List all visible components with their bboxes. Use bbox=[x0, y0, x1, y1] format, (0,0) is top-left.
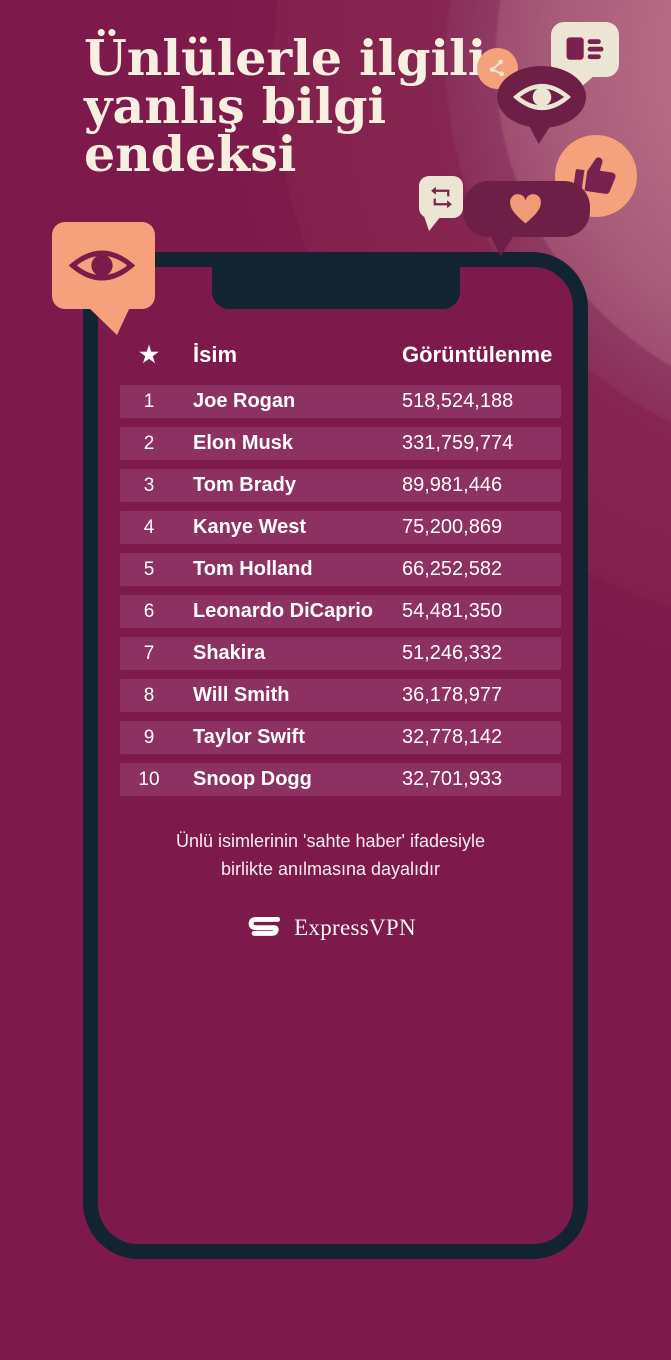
row-name: Elon Musk bbox=[193, 432, 294, 454]
row-views: 66,252,582 bbox=[402, 558, 503, 580]
title-line-1: Ünlülerle ilgili bbox=[84, 29, 487, 87]
table-row: 6 Leonardo DiCaprio 54,481,350 bbox=[120, 595, 561, 628]
eye-bubble-tail bbox=[527, 122, 553, 144]
table-row: 1 Joe Rogan 518,524,188 bbox=[120, 385, 561, 418]
star-icon: ★ bbox=[139, 342, 159, 367]
row-name: Tom Holland bbox=[193, 558, 313, 580]
row-name: Will Smith bbox=[193, 684, 290, 706]
row-views: 518,524,188 bbox=[402, 390, 514, 412]
row-name: Joe Rogan bbox=[193, 390, 296, 412]
row-rank: 2 bbox=[143, 432, 155, 454]
title-line-3: endeksi bbox=[84, 125, 297, 183]
eye-icon bbox=[512, 81, 571, 113]
ranking-table: ★ İsim Görüntülenme 1 Joe Rogan 518,524,18… bbox=[120, 341, 561, 805]
table-row: 4 Kanye West 75,200,869 bbox=[120, 511, 561, 544]
row-views: 54,481,350 bbox=[402, 600, 503, 622]
table-row: 5 Tom Holland 66,252,582 bbox=[120, 553, 561, 586]
footnote: Ünlü isimlerinin 'sahte haber' ifadesiyl… bbox=[98, 827, 563, 883]
row-rank: 5 bbox=[143, 558, 155, 580]
expressvpn-logo-icon bbox=[245, 916, 283, 941]
row-name: Kanye West bbox=[193, 516, 307, 538]
row-views: 36,178,977 bbox=[402, 684, 503, 706]
table-row: 8 Will Smith 36,178,977 bbox=[120, 679, 561, 712]
row-name: Leonardo DiCaprio bbox=[193, 600, 374, 622]
brand-name: ExpressVPN bbox=[294, 915, 416, 940]
phone-screen: ★ İsim Görüntülenme 1 Joe Rogan 518,524,18… bbox=[98, 267, 573, 1244]
table-row: 10 Snoop Dogg 32,701,933 bbox=[120, 763, 561, 796]
table-row: 9 Taylor Swift 32,778,142 bbox=[120, 721, 561, 754]
row-views: 89,981,446 bbox=[402, 474, 503, 496]
footnote-line-1: Ünlü isimlerinin 'sahte haber' ifadesiyl… bbox=[175, 831, 486, 851]
share-icon bbox=[485, 56, 510, 81]
phone-mockup: ★ İsim Görüntülenme 1 Joe Rogan 518,524,18… bbox=[83, 252, 588, 1259]
row-rank: 4 bbox=[143, 516, 155, 538]
brand-logo: ExpressVPN bbox=[98, 915, 563, 941]
repeat-bubble bbox=[419, 176, 463, 231]
row-views: 32,778,142 bbox=[402, 726, 503, 748]
footnote-line-2: birlikte anılmasına dayalıdır bbox=[220, 859, 441, 879]
table-body: 1 Joe Rogan 518,524,188 2 Elon Musk 331,759,7… bbox=[120, 385, 561, 796]
eye-icon bbox=[69, 247, 135, 284]
heart-bubble bbox=[463, 181, 590, 256]
repeat-icon bbox=[428, 184, 455, 211]
row-views: 331,759,774 bbox=[402, 432, 514, 454]
row-rank: 9 bbox=[143, 726, 155, 748]
row-views: 32,701,933 bbox=[402, 768, 503, 790]
row-rank: 6 bbox=[143, 600, 155, 622]
row-name: Snoop Dogg bbox=[193, 768, 312, 790]
row-rank: 10 bbox=[138, 768, 160, 790]
left-eye-bubble bbox=[52, 222, 155, 335]
phone-notch bbox=[211, 267, 460, 309]
row-views: 51,246,332 bbox=[402, 642, 503, 664]
table-row: 7 Shakira 51,246,332 bbox=[120, 637, 561, 670]
table-header-row: ★ İsim Görüntülenme bbox=[120, 341, 561, 369]
column-header-views: Görüntülenme bbox=[402, 342, 553, 367]
page-title: Ünlülerle ilgili yanlış bilgi endeksi bbox=[84, 29, 487, 183]
row-name: Taylor Swift bbox=[193, 726, 305, 748]
thumbs-up-bubble bbox=[555, 135, 637, 217]
row-views: 75,200,869 bbox=[402, 516, 503, 538]
row-rank: 8 bbox=[143, 684, 155, 706]
row-rank: 3 bbox=[143, 474, 155, 496]
heart-icon bbox=[508, 193, 543, 225]
column-header-name: İsim bbox=[193, 342, 238, 367]
eye-bubble bbox=[497, 66, 586, 144]
news-icon bbox=[559, 36, 611, 65]
thumbs-up-icon bbox=[570, 150, 622, 202]
table-row: 2 Elon Musk 331,759,774 bbox=[120, 427, 561, 460]
row-rank: 7 bbox=[143, 642, 155, 664]
row-name: Tom Brady bbox=[193, 474, 296, 496]
row-rank: 1 bbox=[143, 390, 155, 412]
repeat-bubble-tail bbox=[424, 216, 441, 231]
row-name: Shakira bbox=[193, 642, 266, 664]
title-line-2: yanlış bilgi bbox=[84, 77, 387, 135]
share-bubble bbox=[477, 48, 518, 89]
table-row: 3 Tom Brady 89,981,446 bbox=[120, 469, 561, 502]
